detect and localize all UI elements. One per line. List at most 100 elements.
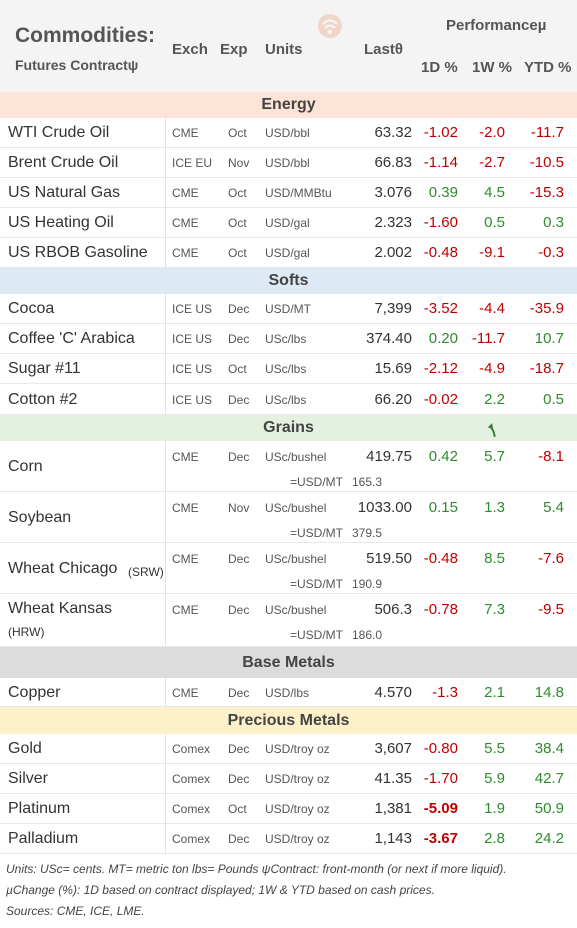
expiry-cell: Dec [228,332,250,346]
column-divider [165,384,166,415]
row-divider [0,646,577,647]
change-1d-cell: -1.02 [423,124,458,141]
converted-price-cell: 379.5 [351,526,382,540]
section-header-grains: Grains [0,415,577,441]
change-1d-cell: -2.12 [423,360,458,377]
commodity-name: Wheat Kansas [8,600,113,617]
commodity-name: Sugar #11 [8,360,81,377]
converted-price-cell: 165.3 [351,475,382,489]
expiry-cell: Oct [228,186,247,200]
change-ytd-cell: 14.8 [534,684,564,701]
footer-note-sources: Sources: CME, ICE, LME. [6,904,145,918]
commodity-name: Copper [8,684,61,701]
trend-arrow-icon [487,423,496,437]
exchange-cell: CME [172,501,199,515]
last-price-cell: 519.50 [366,550,412,567]
expiry-cell: Oct [228,362,247,376]
units-cell: USD/MT [265,302,311,316]
last-price-cell: 2.323 [374,214,412,231]
change-1w-cell: 5.5 [484,740,505,757]
row-divider [0,353,577,354]
change-ytd-cell: 0.3 [543,214,564,231]
column-divider [165,208,166,238]
page-subtitle: Futures Contractψ [15,57,139,73]
last-price-cell: 1,143 [374,830,412,847]
change-1d-cell: 0.20 [428,330,458,347]
units-cell: USD/gal [265,216,310,230]
exchange-cell: ICE US [172,332,213,346]
column-divider [165,794,166,824]
change-1w-cell: 7.3 [484,601,505,618]
change-ytd-cell: -0.3 [538,244,564,261]
converted-units-cell: =USD/MT [290,577,344,591]
last-price-cell: 2.002 [374,244,412,261]
col-header-1w: 1W % [472,59,513,76]
exchange-cell: CME [172,186,199,200]
change-ytd-cell: 10.7 [534,330,564,347]
last-price-cell: 419.75 [366,448,412,465]
change-1w-cell: 0.5 [484,214,505,231]
last-price-cell: 4.570 [374,684,412,701]
exchange-cell: ICE US [172,302,213,316]
row-divider [0,267,577,268]
footer-note-units: Units: USc= cents. MT= metric ton lbs= P… [6,862,507,876]
column-divider [165,678,166,707]
change-1d-cell: -1.3 [432,684,458,701]
commodity-name: US Natural Gas [8,184,121,201]
page-title: Commodities: [15,24,156,47]
converted-price-cell: 186.0 [351,628,382,642]
last-price-cell: 7,399 [374,300,412,317]
exchange-cell: CME [172,126,199,140]
expiry-cell: Oct [228,126,247,140]
section-header-energy: Energy [0,92,577,118]
units-cell: USc/bushel [265,501,327,515]
change-1d-cell: 0.39 [428,184,458,201]
change-1d-cell: 0.42 [428,448,458,465]
last-price-cell: 3.076 [374,184,412,201]
section-header-softs: Softs [0,268,577,294]
units-cell: USD/MMBtu [265,186,332,200]
last-price-cell: 1,381 [374,800,412,817]
commodity-name: Soybean [8,509,72,526]
last-price-cell: 15.69 [374,360,412,377]
change-ytd-cell: -10.5 [529,154,564,171]
table-header: Commodities: Futures Contractψ Exch Exp … [0,0,577,92]
row-divider [0,853,577,854]
commodity-name: Coffee 'C' Arabica [8,330,135,347]
commodity-name: US Heating Oil [8,214,114,231]
expiry-cell: Dec [228,603,250,617]
change-ytd-cell: 0.5 [543,391,564,408]
units-cell: USc/lbs [265,362,307,376]
change-1d-cell: -3.52 [423,300,458,317]
last-price-cell: 66.83 [374,154,412,171]
units-cell: USc/lbs [265,332,307,346]
footer-note-change: µChange (%): 1D based on contract displa… [6,883,435,897]
change-1d-cell: -5.09 [423,800,458,817]
change-ytd-cell: -7.6 [538,550,564,567]
change-ytd-cell: 5.4 [543,499,564,516]
commodity-name-suffix: (HRW) [8,625,45,639]
commodity-name: Wheat Chicago [8,560,118,577]
commodity-name: Corn [8,458,43,475]
change-1w-cell: 2.2 [484,391,505,408]
units-cell: USD/troy oz [265,772,330,786]
change-1w-cell: 5.9 [484,770,505,787]
change-1w-cell: 2.1 [484,684,505,701]
change-1w-cell: -4.9 [479,360,505,377]
column-divider [165,764,166,794]
units-cell: USc/bushel [265,450,327,464]
commodity-name: Brent Crude Oil [8,154,119,171]
change-ytd-cell: 24.2 [534,830,564,847]
change-1w-cell: 8.5 [484,550,505,567]
units-cell: USD/bbl [265,156,310,170]
column-divider [165,238,166,268]
column-divider [165,594,166,647]
exchange-cell: CME [172,552,199,566]
change-1w-cell: 4.5 [484,184,505,201]
exchange-cell: ICE EU [172,156,213,170]
expiry-cell: Dec [228,772,250,786]
units-cell: USD/bbl [265,126,310,140]
change-ytd-cell: -9.5 [538,601,564,618]
units-cell: USD/gal [265,246,310,260]
change-1d-cell: -1.60 [423,214,458,231]
